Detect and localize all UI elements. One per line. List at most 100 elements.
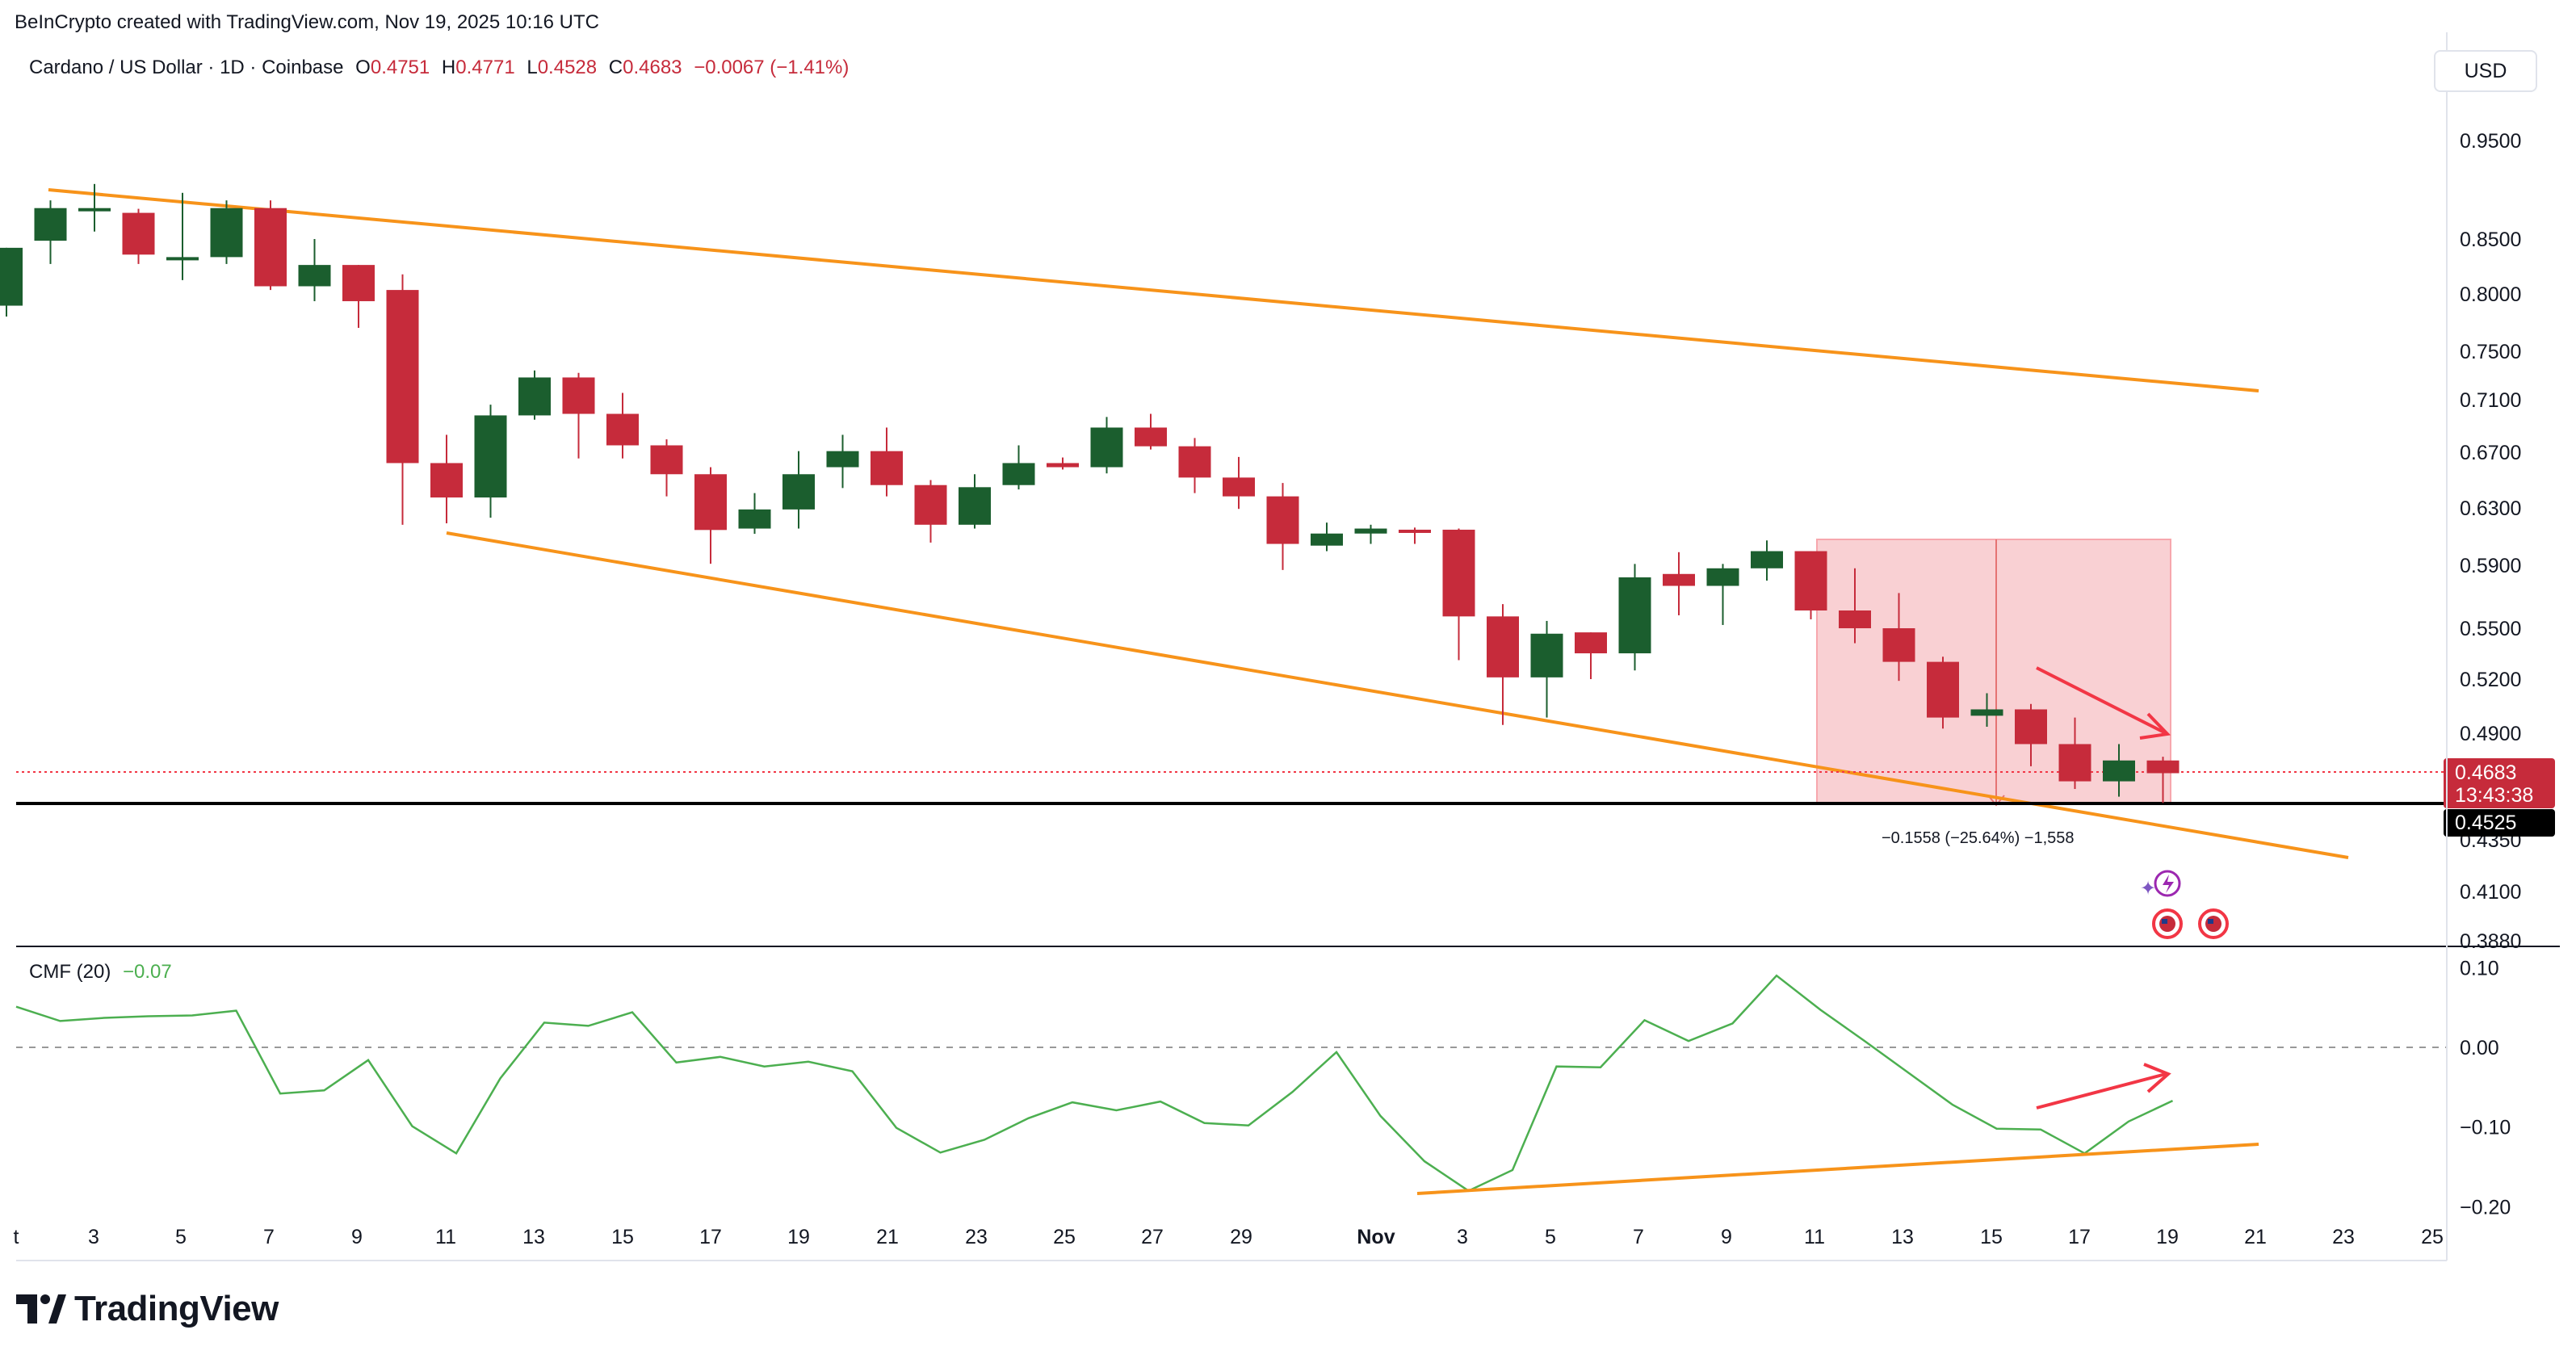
candle-body — [1882, 628, 1915, 662]
tradingview-logo[interactable]: TradingView — [16, 1289, 279, 1329]
ohlc-low-label: L — [527, 57, 538, 78]
candle-body — [1002, 463, 1035, 485]
cmf-value: −0.07 — [123, 961, 172, 983]
event-icons: ✦ — [2140, 870, 2229, 939]
ohlc-open-label: O — [355, 57, 371, 78]
chart-credit: BeInCrypto created with TradingView.com,… — [15, 11, 599, 33]
candle-body — [166, 257, 199, 261]
x-axis-label: 9 — [1721, 1226, 1732, 1248]
symbol-name[interactable]: Cardano / US Dollar · 1D · Coinbase — [29, 57, 344, 78]
price-axis-label: 0.5900 — [2460, 555, 2521, 577]
ohlc-low: 0.4528 — [537, 57, 598, 78]
x-axis-label: 13 — [522, 1226, 545, 1248]
x-axis-label: 21 — [2244, 1226, 2267, 1248]
candle-body — [1090, 427, 1123, 468]
x-axis-label: 9 — [351, 1226, 363, 1248]
cmf-up-arrow — [2036, 1063, 2171, 1110]
ohlc-close-label: C — [608, 57, 623, 78]
candle-body — [518, 377, 551, 416]
candle-body — [782, 474, 815, 510]
measure-label: −0.1558 (−25.64%) −1,558 — [1882, 829, 2075, 847]
candle-body — [430, 463, 463, 498]
candle-body — [342, 265, 375, 301]
candle-body — [1530, 633, 1563, 678]
candle-body — [650, 445, 683, 475]
current-price-badge: 0.4683 13:43:38 — [2444, 758, 2555, 808]
candle-body — [210, 208, 243, 258]
cmf-axis-label: 0.10 — [2460, 957, 2499, 980]
sparkle-icon: ✦ — [2140, 878, 2156, 900]
cmf-axis-label: −0.10 — [2460, 1117, 2511, 1139]
x-axis-label: 15 — [1980, 1226, 2003, 1248]
candle-body — [826, 451, 859, 468]
candle-body — [694, 474, 727, 531]
candles-group — [0, 183, 2180, 803]
x-axis-label: 7 — [263, 1226, 275, 1248]
ohlc-high: 0.4771 — [455, 57, 515, 78]
countdown-timer: 13:43:38 — [2455, 784, 2533, 807]
price-axis-label: 0.5200 — [2460, 669, 2521, 691]
candle-body — [1311, 533, 1343, 546]
cmf-title[interactable]: CMF (20) — [29, 961, 111, 983]
candle-body — [1223, 477, 1255, 497]
candle-body — [562, 377, 595, 414]
candle-body — [1399, 529, 1431, 533]
currency-button[interactable]: USD — [2434, 50, 2537, 92]
candle-body — [0, 247, 23, 306]
cmf-axis-label: −0.20 — [2460, 1196, 2511, 1219]
candle-body — [1663, 573, 1695, 586]
measure-rect — [1816, 539, 2171, 804]
price-axis-label: 0.7500 — [2460, 341, 2521, 363]
cmf-trendline — [1416, 1143, 2259, 1195]
x-axis-label: 23 — [2332, 1226, 2355, 1248]
cmf-legend: CMF (20) −0.07 — [29, 961, 172, 984]
candle-body — [1178, 446, 1211, 478]
x-axis-label: 11 — [435, 1226, 456, 1248]
price-axis-label: 0.4900 — [2460, 723, 2521, 745]
candle-body — [1354, 528, 1387, 534]
candle-body — [738, 509, 771, 529]
x-axis-label: 19 — [787, 1226, 810, 1248]
current-price-value: 0.4683 — [2455, 761, 2516, 784]
candle-body — [298, 265, 331, 287]
candle-body — [606, 413, 639, 446]
candle-body — [474, 415, 507, 498]
x-axis-label: 13 — [1891, 1226, 1914, 1248]
candle-body — [1618, 577, 1651, 654]
candle-body — [959, 487, 991, 525]
tradingview-logo-icon — [16, 1294, 66, 1324]
price-axis-label: 0.6300 — [2460, 497, 2521, 520]
measure-zone — [1816, 539, 2171, 807]
support-price-badge: 0.4525 — [2444, 809, 2555, 837]
candle-body — [1706, 568, 1739, 586]
candle-body — [386, 290, 419, 464]
x-axis-label: 21 — [876, 1226, 899, 1248]
price-axis-label: 0.9500 — [2460, 130, 2521, 153]
ohlc-open: 0.4751 — [370, 57, 430, 78]
x-axis: t 3 5 7 9 11 13 15 17 19 21 23 25 27 29 Nov 3 5 7 9 11 13 15 17… — [14, 1226, 2444, 1248]
cmf-axis-label: 0.00 — [2460, 1037, 2499, 1059]
price-axis-label: 0.8500 — [2460, 229, 2521, 251]
cmf-line — [15, 974, 2174, 1193]
candle-body — [914, 485, 947, 525]
price-axis-label: 0.3880 — [2460, 930, 2521, 953]
x-axis-label: 15 — [611, 1226, 634, 1248]
x-axis-label: 5 — [175, 1226, 187, 1248]
candle-body — [78, 208, 111, 212]
x-axis-label: 27 — [1141, 1226, 1164, 1248]
price-down-arrow — [2036, 666, 2171, 740]
price-axis-label: 0.6700 — [2460, 442, 2521, 464]
x-axis-label: 17 — [699, 1226, 722, 1248]
candle-body — [2103, 760, 2135, 782]
ohlc-change: −0.0067 (−1.41%) — [694, 57, 850, 78]
candle-body — [1266, 496, 1299, 544]
ohlc-close: 0.4683 — [623, 57, 682, 78]
candle-body — [2146, 760, 2180, 774]
x-axis-label: 5 — [1545, 1226, 1556, 1248]
x-axis-label: 3 — [88, 1226, 99, 1248]
cmf-axis: 0.10 0.00 −0.10 −0.20 — [2460, 957, 2511, 1219]
candle-body — [1442, 529, 1475, 617]
brand-name: TradingView — [74, 1289, 279, 1328]
support-price-value: 0.4525 — [2455, 812, 2516, 834]
candle-body — [1751, 551, 1783, 568]
